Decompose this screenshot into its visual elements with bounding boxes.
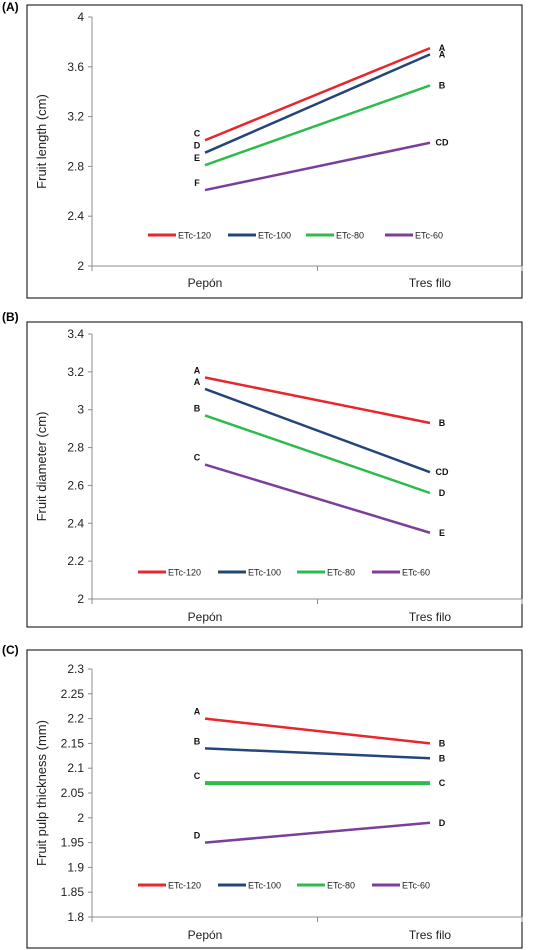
chart-panel-c: (C) 1.8 1.85 1.9 1.95 2 2.05 2.1 2.15 2.2 2.25 2.3… <box>0 643 551 950</box>
chart-panel-a: (A) 2 2.4 2.8 3.2 3.6 4 Pepón Tres filo Fruit le… <box>0 0 551 310</box>
y-tick-label: 2.15 <box>61 736 85 750</box>
series-line-etc-60 <box>204 821 431 844</box>
legend-label-etc-100: ETc-100 <box>258 231 291 241</box>
y-tick-label: 2.05 <box>61 786 85 800</box>
y-tick-label: 2.6 <box>67 478 84 492</box>
data-label-etc-80-tres-filo: D <box>439 488 446 498</box>
y-tick-label: 1.9 <box>67 860 84 874</box>
data-label-etc-100-pep-n: A <box>194 377 201 387</box>
y-tick-label: 2.1 <box>67 761 84 775</box>
x-tick-label-tres-filo: Tres filo <box>409 610 452 624</box>
y-tick-label: 2.8 <box>67 441 84 455</box>
series-line-etc-100 <box>204 747 431 760</box>
data-label-etc-100-tres-filo: A <box>439 49 446 59</box>
legend-label-etc-80: ETc-80 <box>327 881 355 891</box>
legend-label-etc-120: ETc-120 <box>168 568 201 578</box>
data-label-etc-120-tres-filo: A <box>439 43 446 53</box>
series-line-etc-80 <box>204 84 431 167</box>
data-label-etc-100-tres-filo: CD <box>436 467 449 477</box>
legend-label-etc-60: ETc-60 <box>402 881 430 891</box>
y-tick-label: 3 <box>77 403 84 417</box>
fruit-length-chart: 2 2.4 2.8 3.2 3.6 4 Pepón Tres filo Fruit length… <box>26 4 523 299</box>
data-label-etc-120-tres-filo: B <box>439 418 446 428</box>
series-line-etc-60 <box>204 463 431 534</box>
y-tick-label: 2.2 <box>67 712 84 726</box>
legend-label-etc-60: ETc-60 <box>415 231 443 241</box>
data-label-etc-120-tres-filo: B <box>439 738 446 748</box>
legend-label-etc-120: ETc-120 <box>168 881 201 891</box>
legend-label-etc-60: ETc-60 <box>402 568 430 578</box>
data-label-etc-60-pep-n: C <box>194 453 201 463</box>
data-label-etc-100-pep-n: B <box>194 736 201 746</box>
data-label-etc-60-tres-filo: E <box>439 528 445 538</box>
series-line-etc-60 <box>204 141 431 192</box>
y-axis-title: Fruit diameter (cm) <box>34 412 49 522</box>
x-tick-label-pep-n: Pepón <box>188 928 223 942</box>
data-label-etc-60-pep-n: F <box>194 178 200 188</box>
y-tick-label: 2.4 <box>67 209 84 223</box>
y-tick-label: 2.3 <box>67 662 84 676</box>
data-label-etc-120-pep-n: A <box>194 366 201 376</box>
data-label-etc-60-pep-n: D <box>194 831 201 841</box>
chart-panel-b: (B) 2 2.2 2.4 2.6 2.8 3 3.2 3.4 Pepón Tres filo Fr… <box>0 310 551 635</box>
chart-frame <box>26 321 523 628</box>
fruit-pulp-thickness-chart: 1.8 1.85 1.9 1.95 2 2.05 2.1 2.15 2.2 2.25 2.3 Pepó… <box>26 649 523 949</box>
y-tick-label: 2 <box>77 811 84 825</box>
legend-label-etc-120: ETc-120 <box>178 231 211 241</box>
panel-label-c: (C) <box>2 643 19 657</box>
data-label-etc-100-tres-filo: B <box>439 753 446 763</box>
data-label-etc-60-tres-filo: CD <box>436 138 449 148</box>
y-tick-label: 3.4 <box>67 327 84 341</box>
series-line-etc-100 <box>204 387 431 474</box>
y-axis-title: Fruit pulp thickness (mm) <box>34 720 49 866</box>
series-line-etc-120 <box>204 717 431 745</box>
data-label-etc-80-tres-filo: B <box>439 80 446 90</box>
y-tick-label: 2 <box>77 259 84 273</box>
y-tick-label: 2.2 <box>67 554 84 568</box>
chart-frame <box>26 4 523 299</box>
x-tick-label-pep-n: Pepón <box>188 610 223 624</box>
panel-label-a: (A) <box>2 0 19 14</box>
legend-label-etc-100: ETc-100 <box>248 568 281 578</box>
y-tick-label: 3.2 <box>67 365 84 379</box>
x-tick-label-tres-filo: Tres filo <box>409 276 452 290</box>
data-label-etc-80-pep-n: B <box>194 403 201 413</box>
y-tick-label: 2 <box>77 592 84 606</box>
series-line-etc-100 <box>204 53 431 154</box>
y-tick-label: 2.25 <box>61 687 85 701</box>
legend-label-etc-100: ETc-100 <box>248 881 281 891</box>
series-line-etc-80 <box>204 414 431 495</box>
data-label-etc-120-pep-n: A <box>194 707 201 717</box>
y-tick-label: 3.6 <box>67 60 84 74</box>
series-line-etc-120 <box>204 376 431 425</box>
y-tick-label: 4 <box>77 10 84 24</box>
data-label-etc-100-pep-n: D <box>194 141 201 151</box>
data-label-etc-80-tres-filo: C <box>439 778 446 788</box>
fruit-diameter-chart: 2 2.2 2.4 2.6 2.8 3 3.2 3.4 Pepón Tres filo Fruit … <box>26 321 523 628</box>
chart-frame <box>26 649 523 949</box>
y-tick-label: 2.4 <box>67 516 84 530</box>
y-tick-label: 1.8 <box>67 910 84 924</box>
y-axis-title: Fruit length (cm) <box>34 94 49 189</box>
x-tick-label-pep-n: Pepón <box>188 276 223 290</box>
y-tick-label: 1.85 <box>61 885 85 899</box>
data-label-etc-80-pep-n: C <box>194 771 201 781</box>
y-tick-label: 1.95 <box>61 836 85 850</box>
data-label-etc-60-tres-filo: D <box>439 818 446 828</box>
series-line-etc-120 <box>204 46 431 142</box>
legend-label-etc-80: ETc-80 <box>327 568 355 578</box>
y-tick-label: 3.2 <box>67 110 84 124</box>
data-label-etc-120-pep-n: C <box>194 128 201 138</box>
x-tick-label-tres-filo: Tres filo <box>409 928 452 942</box>
data-label-etc-80-pep-n: E <box>194 153 200 163</box>
panel-label-b: (B) <box>2 310 19 324</box>
legend-label-etc-80: ETc-80 <box>336 231 364 241</box>
y-tick-label: 2.8 <box>67 159 84 173</box>
